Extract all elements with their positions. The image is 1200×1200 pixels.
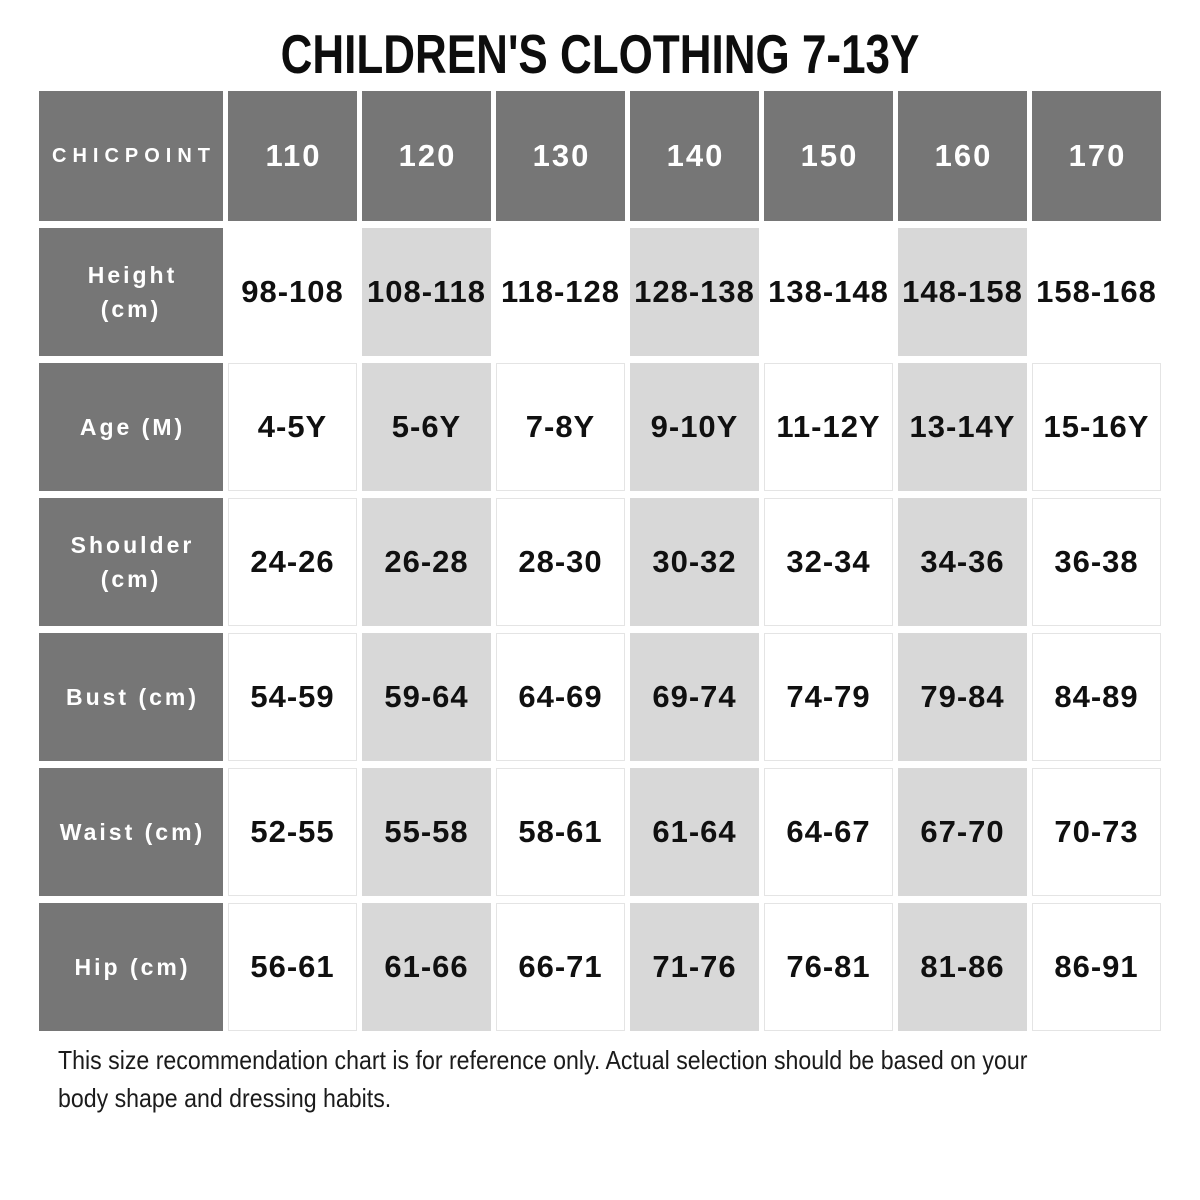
table-cell: 74-79	[764, 633, 893, 761]
table-cell: 58-61	[496, 768, 625, 896]
table-cell: 76-81	[764, 903, 893, 1031]
table-cell: 52-55	[228, 768, 357, 896]
table-cell: 15-16Y	[1032, 363, 1161, 491]
table-cell: 138-148	[764, 228, 893, 356]
table-cell: 71-76	[630, 903, 759, 1031]
page-title: CHILDREN'S CLOTHING 7-13Y	[280, 23, 920, 85]
table-cell: 61-66	[362, 903, 491, 1031]
table-cell: 69-74	[630, 633, 759, 761]
row-label-bust: Bust (cm)	[39, 633, 223, 761]
table-cell: 84-89	[1032, 633, 1161, 761]
row-label-hip: Hip (cm)	[39, 903, 223, 1031]
table-cell: 26-28	[362, 498, 491, 626]
row-label-height: Height (cm)	[39, 228, 223, 356]
table-cell: 36-38	[1032, 498, 1161, 626]
table-cell: 81-86	[898, 903, 1027, 1031]
disclaimer-note: This size recommendation chart is for re…	[58, 1041, 1055, 1117]
table-cell: 79-84	[898, 633, 1027, 761]
size-column-header: 140	[630, 91, 759, 221]
size-table: CHICPOINT 110 120 130 140 150 160 170 He…	[39, 91, 1161, 1031]
table-cell: 54-59	[228, 633, 357, 761]
row-label-shoulder: Shoulder (cm)	[39, 498, 223, 626]
table-cell: 34-36	[898, 498, 1027, 626]
table-cell: 32-34	[764, 498, 893, 626]
table-cell: 56-61	[228, 903, 357, 1031]
table-cell: 30-32	[630, 498, 759, 626]
size-column-header: 110	[228, 91, 357, 221]
size-column-header: 150	[764, 91, 893, 221]
table-cell: 7-8Y	[496, 363, 625, 491]
size-column-header: 120	[362, 91, 491, 221]
table-cell: 28-30	[496, 498, 625, 626]
table-cell: 67-70	[898, 768, 1027, 896]
row-label-age: Age (M)	[39, 363, 223, 491]
table-cell: 5-6Y	[362, 363, 491, 491]
row-label-waist: Waist (cm)	[39, 768, 223, 896]
table-cell: 98-108	[228, 228, 357, 356]
table-cell: 118-128	[496, 228, 625, 356]
table-cell: 158-168	[1032, 228, 1161, 356]
table-cell: 55-58	[362, 768, 491, 896]
size-column-header: 160	[898, 91, 1027, 221]
size-column-header: 130	[496, 91, 625, 221]
disclaimer-line-2: body shape and dressing habits.	[58, 1083, 392, 1113]
table-cell: 13-14Y	[898, 363, 1027, 491]
table-cell: 108-118	[362, 228, 491, 356]
brand-header-cell: CHICPOINT	[39, 91, 223, 221]
table-cell: 66-71	[496, 903, 625, 1031]
table-cell: 148-158	[898, 228, 1027, 356]
table-cell: 86-91	[1032, 903, 1161, 1031]
table-cell: 9-10Y	[630, 363, 759, 491]
table-cell: 64-67	[764, 768, 893, 896]
size-column-header: 170	[1032, 91, 1161, 221]
disclaimer-line-1: This size recommendation chart is for re…	[58, 1045, 1028, 1075]
table-cell: 59-64	[362, 633, 491, 761]
table-cell: 64-69	[496, 633, 625, 761]
table-cell: 61-64	[630, 768, 759, 896]
table-cell: 24-26	[228, 498, 357, 626]
table-cell: 4-5Y	[228, 363, 357, 491]
table-cell: 70-73	[1032, 768, 1161, 896]
table-cell: 128-138	[630, 228, 759, 356]
table-cell: 11-12Y	[764, 363, 893, 491]
